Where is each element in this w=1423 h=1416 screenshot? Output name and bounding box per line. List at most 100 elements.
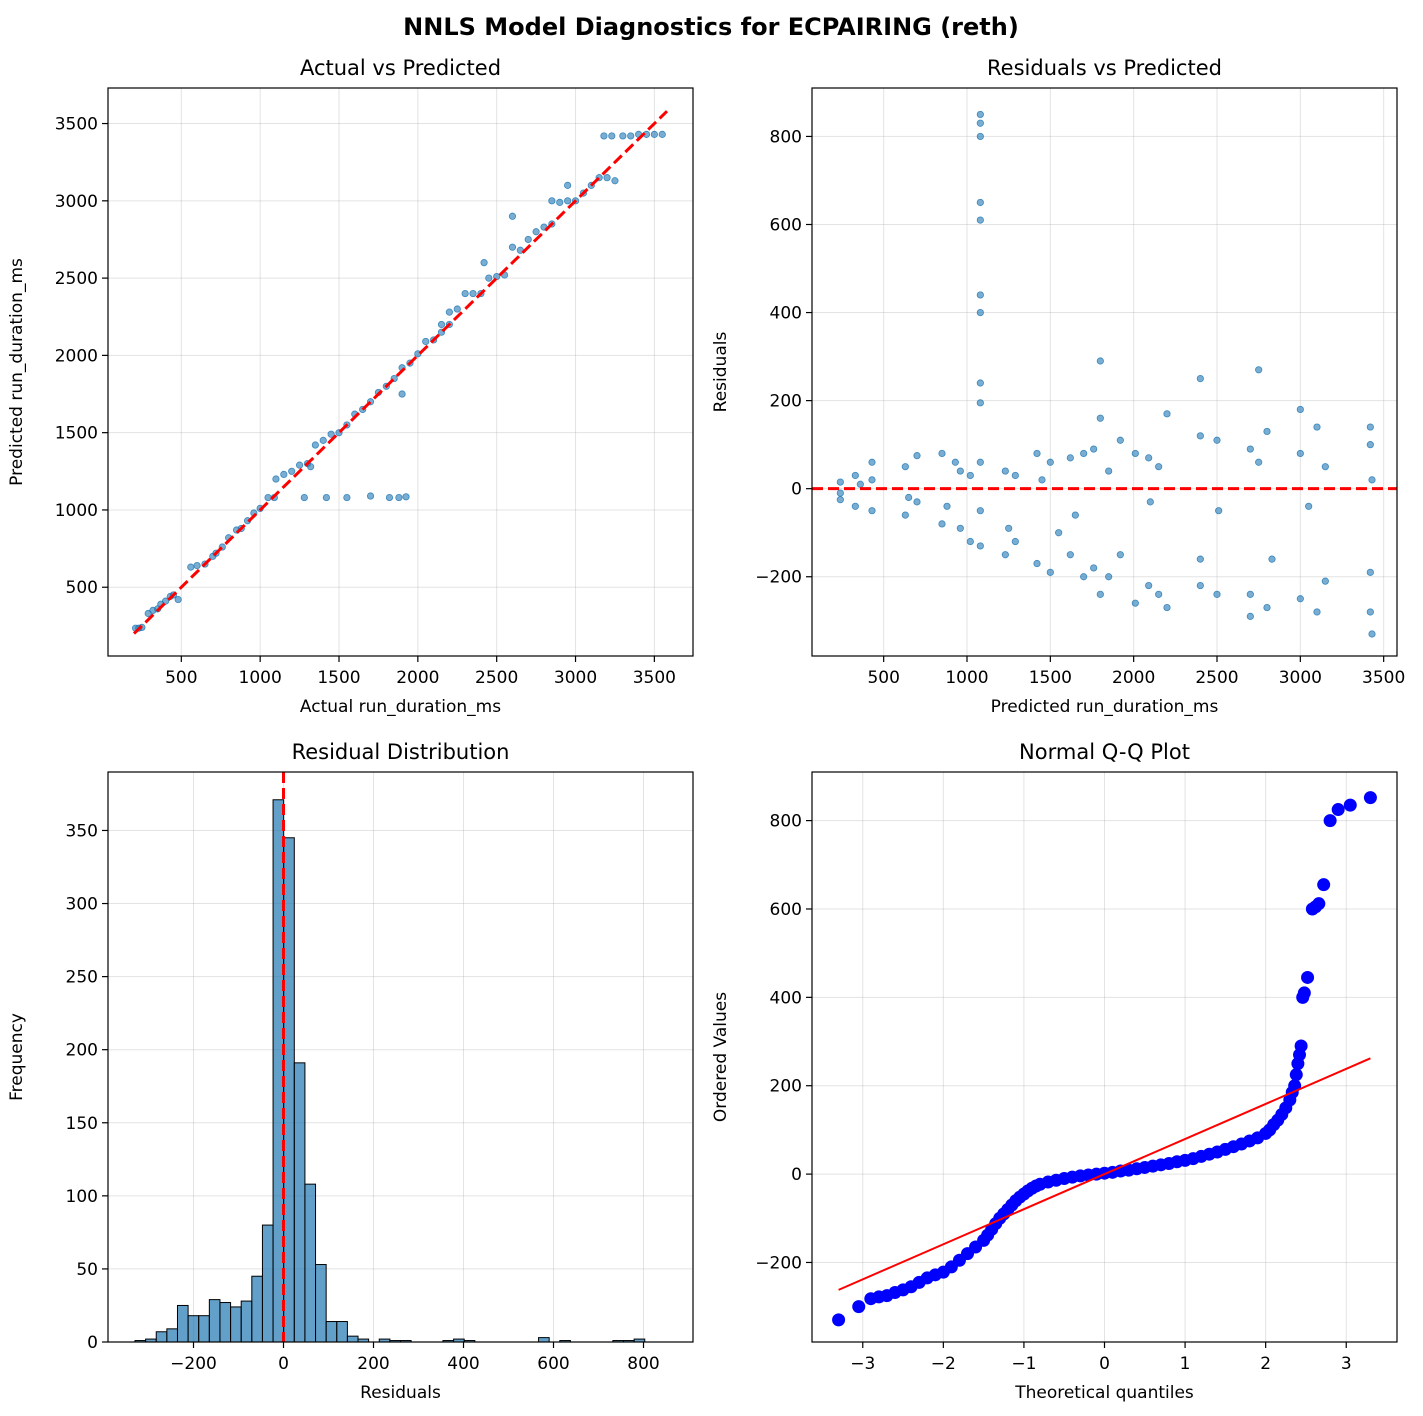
scatter-point: [1213, 590, 1221, 598]
y-tick-label: 800: [770, 127, 802, 147]
x-tick-label: 3: [1341, 1354, 1352, 1374]
scatter-point: [1001, 551, 1009, 559]
x-tick-label: 200: [357, 1354, 389, 1374]
scatter-point: [901, 463, 909, 471]
scatter-point: [1215, 507, 1223, 515]
scatter-point: [1255, 458, 1263, 466]
scatter-point: [1033, 559, 1041, 568]
histogram-bar: [240, 1300, 253, 1342]
x-axis-label: Predicted run_duration_ms: [991, 697, 1219, 717]
scatter-point: [938, 449, 946, 458]
scatter-point: [951, 458, 959, 466]
panel-title: Residuals vs Predicted: [987, 56, 1222, 80]
scatter-point: [1296, 405, 1304, 414]
x-tick-label: 3500: [633, 668, 676, 688]
x-tick-label: 3000: [554, 668, 597, 688]
scatter-point: [1196, 555, 1204, 563]
scatter-point: [913, 498, 921, 506]
scatter-point: [905, 493, 913, 502]
x-tick-label: 2: [1260, 1354, 1271, 1374]
axes-frame: [811, 87, 1398, 657]
scatter-point: [422, 337, 430, 346]
x-tick-label: 1500: [317, 668, 360, 688]
scatter-point: [1305, 502, 1313, 510]
y-tick-label: 2000: [55, 346, 98, 366]
scatter-point: [485, 274, 493, 282]
x-tick-label: 2000: [396, 668, 439, 688]
scatter-point: [1246, 445, 1254, 453]
scatter-point: [564, 197, 572, 205]
scatter-point: [311, 441, 319, 449]
scatter-point: [1313, 608, 1321, 616]
scatter-point: [480, 259, 488, 267]
histogram-bar: [346, 1335, 359, 1342]
x-tick-label: −3: [850, 1354, 875, 1374]
scatter-point: [453, 305, 461, 313]
scatter-point: [976, 216, 984, 224]
x-tick-label: 600: [537, 1354, 569, 1374]
axes-frame: [107, 87, 694, 657]
scatter-point: [1368, 630, 1376, 638]
histogram-bar: [251, 1275, 263, 1342]
scatter-point: [976, 308, 984, 317]
scatter-point: [976, 399, 984, 407]
scatter-point: [1046, 458, 1054, 466]
panel-title: Actual vs Predicted: [300, 56, 501, 80]
x-tick-label: 0: [1099, 1354, 1110, 1374]
scatter-point: [469, 289, 477, 298]
scatter-point: [1246, 612, 1254, 620]
scatter-point: [1268, 555, 1276, 563]
scatter-point: [1096, 590, 1104, 598]
scatter-point: [1263, 427, 1271, 436]
scatter-point: [1366, 441, 1374, 449]
histogram-bar: [283, 837, 295, 1342]
scatter-point: [548, 197, 556, 205]
scatter-point: [1313, 423, 1321, 431]
scatter-point: [187, 563, 195, 571]
grid: [812, 88, 1397, 656]
qq-point: [1301, 970, 1315, 984]
scatter-point: [398, 390, 406, 398]
scatter-point: [461, 289, 469, 298]
axes-frame: [107, 771, 694, 1343]
scatter-point: [851, 502, 859, 510]
scatter-point: [611, 177, 619, 185]
histogram-bar: [187, 1315, 200, 1342]
scatter-point: [1105, 573, 1113, 581]
scatter-point: [524, 235, 532, 244]
scatter-point: [868, 507, 876, 515]
scatter-point: [508, 212, 517, 220]
plot-area: [131, 110, 669, 635]
x-tick-label: 1500: [1029, 668, 1072, 688]
qq-point: [1294, 1039, 1308, 1053]
plot-area: [832, 791, 1377, 1327]
scatter-point: [508, 243, 517, 251]
qq-point: [1343, 798, 1357, 812]
scatter-point: [658, 130, 666, 138]
y-axis-label: Residuals: [711, 332, 731, 413]
scatter-point: [1146, 498, 1154, 506]
x-axis-label: Theoretical quantiles: [1014, 1383, 1194, 1403]
scatter-point: [1366, 568, 1374, 576]
residuals-vs-predicted-panel: 500 1000 1500 2000 2500 3000 3500 −200 0 200 400 60…: [711, 56, 1405, 717]
y-tick-label: −200: [755, 1253, 802, 1273]
y-tick-label: 1500: [55, 424, 98, 444]
y-tick-label: 200: [770, 1077, 802, 1097]
scatter-point: [1196, 375, 1204, 383]
scatter-point: [1090, 445, 1098, 453]
histogram-bar: [230, 1306, 242, 1342]
x-tick-label: 400: [447, 1354, 479, 1374]
scatter-point: [295, 461, 304, 469]
scatter-point: [1163, 410, 1171, 418]
scatter-point: [650, 130, 658, 138]
scatter-point: [1066, 454, 1074, 462]
x-tick-label: 2500: [1195, 668, 1238, 688]
y-tick-label: 50: [76, 1260, 98, 1280]
y-tick-label: −200: [755, 568, 802, 588]
scatter-point: [1296, 449, 1304, 458]
scatter-point: [343, 493, 351, 502]
plot-area: [812, 110, 1397, 638]
x-tick-label: −1: [1011, 1354, 1036, 1374]
x-tick-label: 1: [1180, 1354, 1191, 1374]
